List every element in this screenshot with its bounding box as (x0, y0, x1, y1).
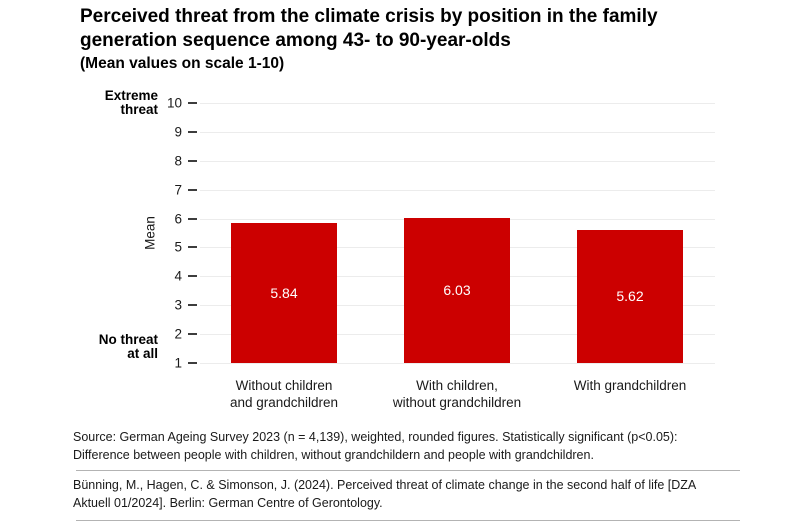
source-note: Source: German Ageing Survey 2023 (n = 4… (73, 429, 678, 464)
title-line-2: generation sequence among 43- to 90-year… (80, 30, 511, 51)
source-line-1: Source: German Ageing Survey 2023 (n = 4… (73, 430, 678, 444)
y-tick-mark (188, 217, 197, 220)
source-line-2: Difference between people with children,… (73, 447, 594, 462)
x-category-label: With children, without grandchildren (392, 378, 522, 410)
y-tick-mark (188, 304, 197, 307)
bar: 5.62 (577, 229, 683, 363)
citation: Bünning, M., Hagen, C. & Simonson, J. (2… (73, 477, 696, 512)
divider-bottom (76, 520, 740, 521)
gridline (200, 103, 715, 104)
bar-value-label: 6.03 (443, 282, 471, 299)
y-tick-label: 9 (174, 124, 182, 140)
y-tick-label: 8 (174, 153, 182, 169)
chart-subtitle: (Mean values on scale 1-10) (80, 55, 285, 72)
x-category-label: Without children and grandchildren (229, 378, 339, 410)
citation-line-1: Bünning, M., Hagen, C. & Simonson, J. (2… (73, 478, 697, 492)
gridline (200, 363, 715, 364)
y-tick-mark (188, 275, 197, 278)
bar: 5.84 (231, 223, 337, 363)
y-tick-label: 4 (174, 268, 182, 284)
gridline (200, 131, 715, 133)
y-tick-mark (188, 130, 197, 133)
y-axis-bottom-annotation: No threat at all (98, 332, 158, 361)
y-tick-label: 5 (174, 239, 182, 255)
y-tick-label: 7 (174, 182, 182, 198)
y-axis-top-annotation: Extreme threat (104, 88, 158, 117)
gridline (200, 189, 715, 191)
y-tick-mark (188, 333, 197, 336)
bar-value-label: 5.84 (270, 285, 298, 302)
divider-top (76, 470, 740, 471)
y-tick-label: 6 (174, 211, 182, 227)
y-tick-mark (188, 102, 197, 104)
bar-value-label: 5.62 (616, 288, 644, 305)
y-tick-mark (188, 246, 197, 249)
y-tick-label: 10 (166, 95, 182, 111)
y-tick-mark (188, 188, 197, 191)
title-line-1: Perceived threat from the climate crisis… (80, 6, 658, 27)
y-tick-label: 1 (174, 355, 182, 371)
bar: 6.03 (404, 217, 510, 363)
y-tick-mark (188, 159, 197, 162)
y-tick-label: 2 (174, 326, 182, 342)
gridline (200, 160, 715, 162)
x-category-label: With grandchildren (573, 378, 687, 393)
y-tick-label: 3 (174, 297, 182, 313)
chart-title: Perceived threat from the climate crisis… (80, 5, 658, 74)
y-tick-mark (188, 362, 197, 364)
citation-line-2: Aktuell 01/2024]. Berlin: German Centre … (73, 495, 383, 510)
